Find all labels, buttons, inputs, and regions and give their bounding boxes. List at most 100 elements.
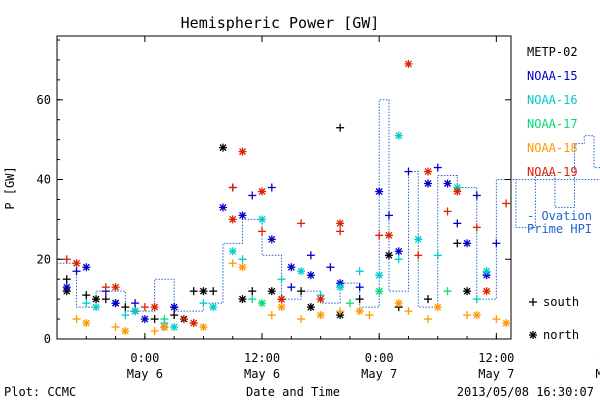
metp-02-north-point	[384, 251, 393, 260]
noaa-19-north-point	[189, 319, 198, 328]
y-axis-label: P [GW]	[3, 166, 17, 209]
legend-noaa-18: NOAA-18	[527, 141, 578, 155]
noaa-16-north-point	[375, 271, 384, 280]
noaa-18-south-point	[463, 311, 472, 320]
noaa-15-south-point	[267, 183, 276, 192]
noaa-19-north-point	[404, 59, 413, 68]
noaa-15-north-point	[238, 211, 247, 220]
legend-noaa-17: NOAA-17	[527, 117, 578, 131]
metp-02-south-point	[424, 295, 433, 304]
noaa-15-north-point	[287, 263, 296, 272]
metp-02-south-point	[150, 315, 159, 324]
noaa-16-south-point	[82, 299, 91, 308]
noaa-15-south-point	[453, 219, 462, 228]
noaa-19-south-point	[502, 199, 511, 208]
noaa-15-south-point	[384, 211, 393, 220]
noaa-16-north-point	[170, 323, 179, 332]
noaa-15-south-point	[433, 163, 442, 172]
noaa-18-south-point	[267, 311, 276, 320]
noaa-18-north-point	[160, 323, 169, 332]
legend-noaa-16: NOAA-16	[527, 93, 578, 107]
metp-02-north-point	[267, 287, 276, 296]
x-tick-time-label: 12:00	[478, 351, 514, 365]
noaa-15-south-point	[72, 267, 81, 276]
legend-noaa-15: NOAA-15	[527, 69, 578, 83]
noaa-18-south-point	[72, 315, 81, 324]
y-tick-label: 20	[37, 252, 51, 266]
metp-02-north-point	[463, 287, 472, 296]
noaa-16-north-point	[131, 307, 140, 316]
metp-02-south-point	[189, 287, 198, 296]
noaa-19-south-point	[472, 223, 481, 232]
noaa-19-north-point	[384, 231, 393, 240]
noaa-19-north-point	[453, 187, 462, 196]
noaa-18-north-point	[238, 263, 247, 272]
y-tick-label: 60	[37, 93, 51, 107]
noaa-18-south-point	[228, 259, 237, 268]
noaa-16-north-point	[482, 267, 491, 276]
noaa-19-south-point	[179, 315, 188, 324]
noaa-18-north-point	[472, 311, 481, 320]
noaa-15-north-point	[62, 283, 71, 292]
noaa-19-north-point	[316, 295, 325, 304]
metp-02-south-point	[121, 303, 130, 312]
noaa-19-south-point	[62, 255, 71, 264]
legend-ovation-line1: - Ovation	[527, 209, 592, 223]
noaa-16-south-point	[238, 255, 247, 264]
data-points	[62, 59, 511, 336]
noaa-15-south-point	[326, 263, 335, 272]
noaa-19-north-point	[277, 295, 286, 304]
metp-02-south-point	[82, 291, 91, 300]
noaa-15-south-point	[404, 167, 413, 176]
noaa-16-south-point	[433, 251, 442, 260]
x-tick-time-label: 0:00	[365, 351, 394, 365]
noaa-17-south-point	[345, 299, 354, 308]
noaa-16-south-point	[277, 275, 286, 284]
legend-north-label: north	[543, 328, 579, 342]
noaa-15-north-point	[443, 179, 452, 188]
noaa-19-south-point	[101, 283, 110, 292]
noaa-19-north-point	[482, 287, 491, 296]
noaa-18-south-point	[404, 307, 413, 316]
noaa-16-north-point	[297, 267, 306, 276]
noaa-19-north-point	[336, 219, 345, 228]
noaa-19-north-point	[72, 259, 81, 268]
y-axis: 0 20 40 60	[37, 39, 511, 346]
noaa-18-north-point	[82, 319, 91, 328]
noaa-19-south-point	[228, 183, 237, 192]
noaa-15-north-point	[267, 235, 276, 244]
x-tick-date-label: May 6	[127, 367, 163, 381]
footer-timestamp: 2013/05/08 16:30:07	[457, 385, 594, 399]
noaa-15-south-point	[306, 251, 315, 260]
y-tick-label: 0	[44, 332, 51, 346]
noaa-18-south-point	[150, 327, 159, 336]
noaa-17-north-point	[375, 287, 384, 296]
metp-02-north-point	[306, 303, 315, 312]
noaa-19-north-point	[424, 167, 433, 176]
legend-south-symbol	[529, 298, 537, 306]
marker-legend: south north	[529, 295, 579, 342]
noaa-15-north-point	[424, 179, 433, 188]
noaa-18-north-point	[355, 307, 364, 316]
noaa-17-north-point	[258, 299, 267, 308]
metp-02-south-point	[101, 295, 110, 304]
metp-02-south-point	[297, 287, 306, 296]
x-tick-date-label: May 6	[244, 367, 280, 381]
x-axis-label: Date and Time	[246, 385, 340, 399]
metp-02-north-point	[218, 143, 227, 152]
noaa-18-north-point	[394, 299, 403, 308]
x-tick-time-label: 0:00	[130, 351, 159, 365]
noaa-18-south-point	[111, 323, 120, 332]
legend-north-symbol	[529, 331, 537, 339]
metp-02-south-point	[209, 287, 218, 296]
noaa-19-north-point	[228, 215, 237, 224]
noaa-15-north-point	[218, 203, 227, 212]
metp-02-south-point	[453, 239, 462, 248]
noaa-18-north-point	[433, 303, 442, 312]
noaa-19-north-point	[258, 187, 267, 196]
metp-02-south-point	[62, 275, 71, 284]
metp-02-north-point	[92, 295, 101, 304]
noaa-18-north-point	[316, 311, 325, 320]
noaa-16-north-point	[209, 303, 218, 312]
noaa-15-north-point	[306, 271, 315, 280]
